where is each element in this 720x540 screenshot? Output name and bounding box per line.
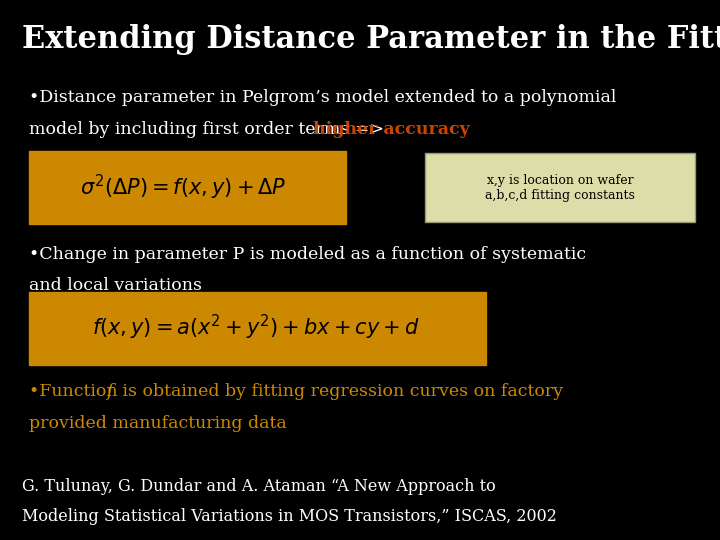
Text: x,y is location on wafer
a,b,c,d fitting constants: x,y is location on wafer a,b,c,d fitting… bbox=[485, 174, 635, 202]
Text: •Change in parameter P is modeled as a function of systematic: •Change in parameter P is modeled as a f… bbox=[29, 246, 586, 262]
Text: •Distance parameter in Pelgrom’s model extended to a polynomial: •Distance parameter in Pelgrom’s model e… bbox=[29, 89, 616, 106]
Text: $f(x, y) = a(x^2 + y^2) + bx + cy + d$: $f(x, y) = a(x^2 + y^2) + bx + cy + d$ bbox=[92, 313, 419, 342]
Text: •Function: •Function bbox=[29, 383, 123, 400]
FancyBboxPatch shape bbox=[425, 153, 695, 222]
Text: f: f bbox=[107, 383, 113, 400]
Text: $\sigma^2(\Delta P) = f(x, y) + \Delta P$: $\sigma^2(\Delta P) = f(x, y) + \Delta P… bbox=[81, 173, 287, 202]
Text: Modeling Statistical Variations in MOS Transistors,” ISCAS, 2002: Modeling Statistical Variations in MOS T… bbox=[22, 508, 557, 524]
FancyBboxPatch shape bbox=[29, 292, 486, 364]
Text: Extending Distance Parameter in the Fitting Model: Extending Distance Parameter in the Fitt… bbox=[22, 24, 720, 55]
FancyBboxPatch shape bbox=[29, 151, 346, 224]
Text: is obtained by fitting regression curves on factory: is obtained by fitting regression curves… bbox=[117, 383, 564, 400]
Text: model by including first order terms =>: model by including first order terms => bbox=[29, 122, 390, 138]
Text: and local variations: and local variations bbox=[29, 277, 202, 294]
Text: provided manufacturing data: provided manufacturing data bbox=[29, 415, 287, 431]
Text: G. Tulunay, G. Dundar and A. Ataman “A New Approach to: G. Tulunay, G. Dundar and A. Ataman “A N… bbox=[22, 478, 495, 495]
Text: higher accuracy: higher accuracy bbox=[313, 122, 470, 138]
